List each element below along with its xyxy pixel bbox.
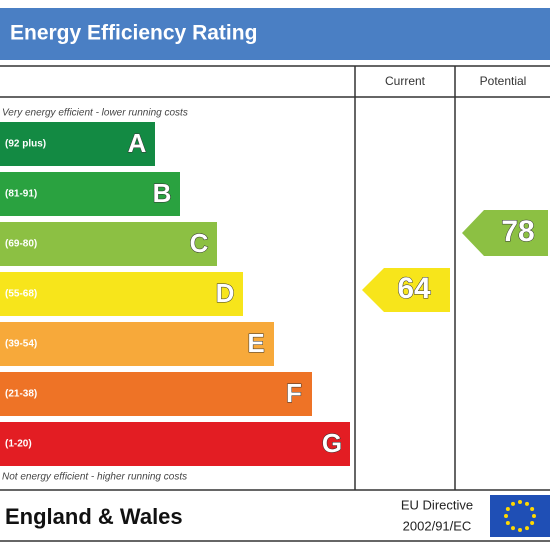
band-letter: G [322, 428, 342, 458]
current-score: 64 [397, 272, 431, 305]
eu-star [511, 526, 515, 531]
band-letter: C [190, 228, 209, 258]
band-bar [0, 172, 180, 216]
current-arrow [362, 268, 450, 312]
eu-star [530, 507, 535, 511]
eu-star [504, 514, 508, 518]
band-bar [0, 122, 155, 166]
potential-score: 78 [501, 215, 534, 248]
band-bar [0, 222, 217, 266]
bottom-note: Not energy efficient - higher running co… [2, 472, 187, 483]
band-range: (1-20) [5, 439, 32, 450]
title: Energy Efficiency Rating [10, 22, 257, 45]
directive-line: 2002/91/EC [403, 518, 472, 533]
directive-line: EU Directive [401, 497, 473, 512]
band-bar [0, 422, 350, 466]
bands: (92 plus) A (81-91) B (69-80) C (55-68) D (39-54… [0, 122, 350, 466]
band-bar [0, 322, 274, 366]
eu-star [518, 500, 522, 504]
column-header: Potential [480, 74, 527, 88]
eu-star [530, 521, 535, 525]
eu-star [511, 501, 515, 506]
eu-star [532, 514, 536, 518]
band-range: (92 plus) [5, 139, 46, 150]
column-header: Current [385, 74, 426, 88]
band-letter: D [216, 278, 235, 308]
band-bar [0, 272, 243, 316]
band-range: (55-68) [5, 289, 37, 300]
potential-arrow [462, 210, 548, 256]
eu-star [525, 501, 529, 506]
eu-stars [504, 500, 536, 532]
band-bar [0, 372, 312, 416]
band-range: (39-54) [5, 339, 37, 350]
band-letter: A [128, 128, 147, 158]
region: England & Wales [5, 504, 183, 529]
top-note: Very energy efficient - lower running co… [2, 108, 188, 119]
frame [0, 65, 550, 542]
band-letter: E [247, 328, 264, 358]
eu-star [505, 521, 510, 525]
band-range: (21-38) [5, 389, 37, 400]
eu-star [505, 507, 510, 511]
band-range: (69-80) [5, 239, 37, 250]
eu-star [518, 528, 522, 532]
band-letter: F [286, 378, 302, 408]
title-bar [0, 8, 550, 60]
band-letter: B [153, 178, 172, 208]
eu-star [525, 526, 529, 531]
band-range: (81-91) [5, 189, 37, 200]
